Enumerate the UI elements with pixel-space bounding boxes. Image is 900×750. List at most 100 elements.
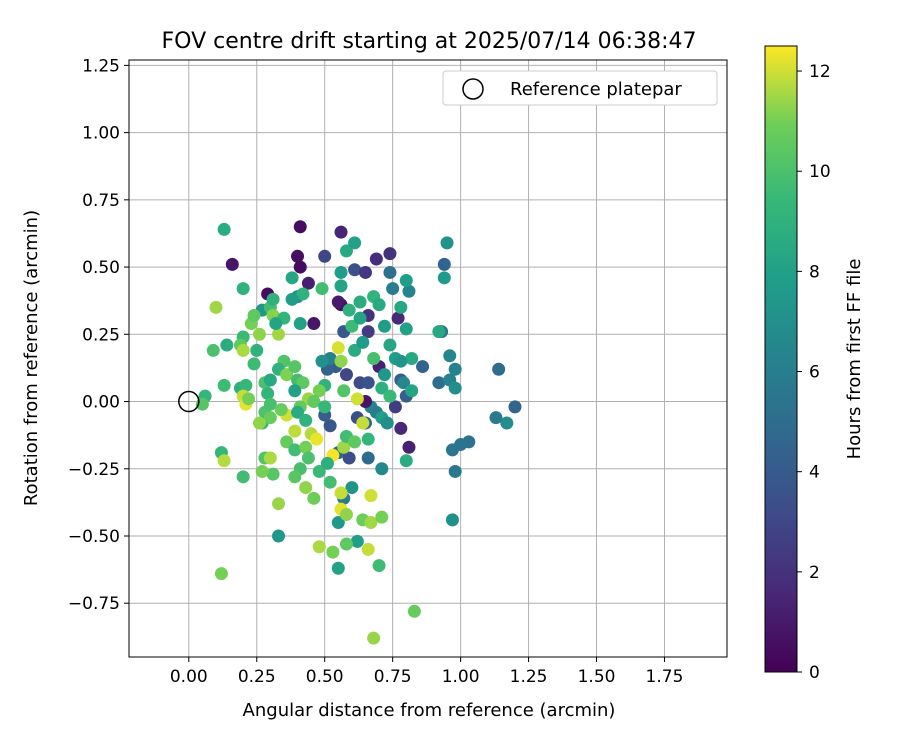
- plot-frame: [128, 59, 728, 658]
- data-point: [288, 470, 302, 484]
- data-point: [220, 338, 234, 352]
- data-point: [307, 395, 321, 409]
- data-point: [263, 397, 277, 411]
- data-point: [353, 311, 367, 325]
- x-tick-label: 1.00: [442, 667, 480, 687]
- data-point: [331, 341, 345, 355]
- data-point: [318, 400, 332, 414]
- data-point: [348, 263, 362, 277]
- data-point: [266, 467, 280, 481]
- data-point: [323, 419, 337, 433]
- data-point: [361, 542, 375, 556]
- colorbar-tick-label: 4: [809, 463, 820, 483]
- y-tick-label: 1.00: [82, 124, 120, 144]
- data-point: [247, 357, 261, 371]
- data-point: [274, 403, 288, 417]
- colorbar-tick-label: 12: [809, 62, 831, 82]
- data-point: [255, 464, 269, 478]
- data-point: [383, 247, 397, 261]
- data-point: [378, 368, 392, 382]
- data-point: [342, 451, 356, 465]
- data-point: [348, 236, 362, 250]
- data-point: [299, 413, 313, 427]
- data-point: [285, 292, 299, 306]
- data-point: [407, 604, 421, 618]
- data-point: [369, 252, 383, 266]
- y-tick-label: −0.50: [68, 527, 120, 547]
- data-point: [437, 257, 451, 271]
- x-axis-label: Angular distance from reference (arcmin): [243, 700, 616, 721]
- data-point: [206, 343, 220, 357]
- y-tick-label: 0.00: [82, 393, 120, 413]
- chart-title: FOV centre drift starting at 2025/07/14 …: [162, 29, 697, 54]
- grid-lines: [129, 60, 727, 657]
- y-axis-label: Rotation from reference (arcmin): [21, 210, 42, 506]
- data-point: [375, 510, 389, 524]
- data-point: [339, 368, 353, 382]
- data-point: [288, 424, 302, 438]
- data-point: [440, 236, 454, 250]
- data-point: [272, 529, 285, 543]
- data-point: [345, 319, 359, 333]
- colorbar-label: Hours from first FF file: [844, 259, 865, 460]
- data-point: [448, 381, 462, 395]
- data-point: [236, 470, 250, 484]
- data-point: [263, 411, 277, 425]
- colorbar-tick-label: 10: [809, 162, 831, 182]
- colorbar-tick-label: 2: [809, 563, 820, 583]
- data-point: [315, 354, 329, 368]
- data-point: [416, 360, 430, 374]
- x-tick-label: 0.25: [238, 667, 276, 687]
- data-point: [293, 260, 307, 274]
- data-point: [307, 317, 321, 331]
- data-point: [288, 384, 302, 398]
- legend-label: Reference platepar: [510, 79, 682, 100]
- data-point: [272, 497, 285, 511]
- y-axis-ticks: −0.75 −0.50 −0.25 0.00 0.25 0.50 0.75 1.00 1.25: [68, 56, 129, 614]
- y-tick-label: 0.25: [82, 325, 120, 345]
- data-point: [402, 284, 416, 298]
- data-point: [383, 389, 397, 403]
- data-point: [312, 464, 326, 478]
- data-point: [361, 432, 375, 446]
- colorbar-ticks: 0 2 4 6 8 10 12: [797, 62, 831, 683]
- data-point: [364, 516, 378, 530]
- data-point: [432, 376, 446, 390]
- data-point: [489, 411, 503, 425]
- data-point: [397, 376, 411, 390]
- data-point: [323, 475, 337, 489]
- legend: Reference platepar: [442, 70, 718, 106]
- data-point: [372, 298, 386, 312]
- data-point: [383, 338, 397, 352]
- data-point: [239, 378, 253, 392]
- data-point: [399, 274, 413, 288]
- data-point: [217, 454, 231, 468]
- data-point: [312, 384, 326, 398]
- data-point: [217, 378, 231, 392]
- data-point: [334, 265, 348, 279]
- x-tick-label: 0.50: [306, 667, 344, 687]
- data-point: [356, 335, 370, 349]
- colorbar: [764, 45, 798, 673]
- data-point: [337, 384, 351, 398]
- data-point: [356, 416, 370, 430]
- x-tick-label: 1.50: [578, 667, 616, 687]
- data-point: [331, 561, 345, 575]
- data-point: [236, 282, 250, 296]
- data-point: [364, 489, 378, 503]
- data-point: [375, 381, 389, 395]
- data-point: [445, 443, 459, 457]
- colorbar-tick-label: 6: [809, 363, 820, 383]
- data-point: [375, 462, 389, 476]
- data-point: [508, 400, 522, 414]
- data-point: [358, 265, 372, 279]
- data-point: [383, 265, 397, 279]
- data-point: [437, 271, 451, 285]
- data-point: [331, 516, 345, 530]
- data-point: [372, 559, 386, 573]
- data-point: [263, 373, 277, 387]
- data-point: [394, 300, 408, 314]
- legend-reference-marker: [462, 78, 484, 100]
- data-point: [399, 454, 413, 468]
- data-point: [380, 416, 394, 430]
